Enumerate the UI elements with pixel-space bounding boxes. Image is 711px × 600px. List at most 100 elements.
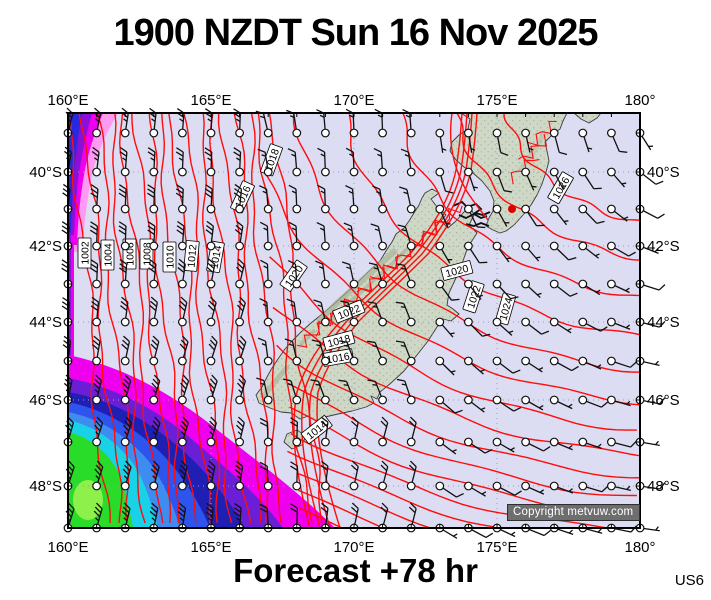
- terrain-contour: [356, 266, 386, 293]
- station-circle: [92, 167, 101, 177]
- barb-feather: [235, 224, 243, 231]
- lat-label-left: 46°S: [29, 392, 62, 409]
- barb-feather: [182, 416, 189, 424]
- barb-feather: [180, 460, 188, 468]
- wind-barb: [373, 147, 388, 177]
- barb-feather: [95, 374, 102, 382]
- station-circle: [406, 167, 416, 177]
- station-circle: [149, 204, 159, 214]
- station-circle: [435, 437, 445, 447]
- wind-barb: [257, 337, 273, 366]
- wind-barb: [90, 259, 101, 289]
- barb-feather: [122, 382, 129, 390]
- wind-barb: [395, 340, 416, 366]
- barb-feather: [541, 330, 550, 335]
- station-circle: [578, 279, 588, 289]
- barb-half-feather: [261, 154, 267, 157]
- barb-half-feather: [372, 383, 377, 386]
- barb-half-feather: [122, 157, 127, 161]
- wind-barb: [464, 317, 491, 337]
- barb-feather: [120, 300, 128, 307]
- barb-feather: [179, 424, 187, 432]
- barb-half-feather: [181, 389, 186, 394]
- isobar-line: [272, 306, 640, 457]
- wind-barb: [259, 417, 273, 447]
- station-circle: [92, 437, 101, 447]
- station-circle: [549, 395, 559, 405]
- wind-barb: [345, 147, 359, 177]
- wind-barb: [90, 296, 101, 327]
- isobar-label: 1002: [77, 237, 92, 269]
- wind-barb: [521, 241, 541, 262]
- wind-barb: [549, 128, 568, 156]
- isobar-label-box: [100, 239, 115, 271]
- barb-feather: [340, 300, 349, 304]
- barb-half-feather: [151, 118, 156, 122]
- wind-barb: [521, 481, 545, 495]
- barb-feather: [655, 180, 664, 185]
- wind-barb: [349, 460, 359, 491]
- wind-barb: [286, 298, 302, 327]
- isobar-label-text: 1010: [165, 245, 177, 269]
- wind-barb: [397, 224, 416, 251]
- station-circle: [406, 241, 416, 251]
- barb-feather: [601, 401, 609, 408]
- barb-feather: [233, 151, 241, 157]
- barb-half-feather: [625, 287, 630, 292]
- barb-feather: [147, 151, 156, 157]
- station-circle: [177, 279, 187, 289]
- barb-feather: [311, 339, 320, 343]
- station-circle: [492, 204, 502, 214]
- wind-barb: [521, 204, 545, 227]
- barb-half-feather: [208, 475, 213, 480]
- lon-label-bottom: 180°: [624, 539, 655, 556]
- barb-feather: [256, 377, 265, 382]
- station-circle: [177, 395, 187, 405]
- isobar-line: [70, 113, 111, 523]
- barb-feather: [92, 146, 100, 153]
- isobar-label-text: 1002: [80, 241, 92, 265]
- barb-feather: [123, 464, 131, 472]
- barb-feather: [380, 420, 388, 428]
- isobar-label: 1020: [440, 260, 474, 281]
- barb-feather: [177, 220, 185, 227]
- station-circle: [263, 128, 273, 138]
- barb-feather: [234, 469, 242, 476]
- barb-feather: [310, 379, 319, 382]
- barb-half-feather: [623, 216, 629, 220]
- station-circle: [292, 241, 302, 251]
- lon-label-top: 180°: [624, 92, 655, 109]
- station-circle: [321, 167, 330, 177]
- lon-label-top: 170°E: [333, 92, 374, 109]
- barb-feather: [204, 151, 212, 157]
- station-circle: [149, 167, 159, 177]
- barb-feather: [147, 221, 156, 227]
- wind-barb: [288, 184, 302, 214]
- wind-barb: [395, 301, 416, 327]
- wind-barb: [396, 263, 416, 289]
- station-circle: [578, 317, 588, 327]
- station-circle: [607, 167, 616, 177]
- barb-feather: [659, 397, 666, 405]
- barb-feather: [208, 460, 216, 467]
- barb-feather: [485, 532, 494, 538]
- barb-feather: [211, 374, 218, 382]
- wind-barb: [464, 437, 493, 454]
- wind-barb: [549, 317, 572, 334]
- station-circle: [435, 128, 445, 138]
- barb-half-feather: [480, 407, 486, 411]
- station-circle: [378, 128, 388, 138]
- station-circle: [177, 204, 187, 214]
- isobar-label: 1012: [183, 240, 200, 272]
- station-circle: [321, 241, 330, 251]
- station-circle: [521, 241, 530, 251]
- station-circle: [378, 437, 388, 447]
- terrain-contour: [518, 133, 548, 160]
- wind-barb: [492, 481, 522, 496]
- barb-feather: [178, 262, 186, 269]
- barb-half-feather: [318, 266, 324, 269]
- barb-feather: [233, 511, 241, 517]
- barb-feather: [175, 188, 184, 194]
- station-circle: [435, 356, 445, 366]
- wind-barb: [492, 437, 515, 453]
